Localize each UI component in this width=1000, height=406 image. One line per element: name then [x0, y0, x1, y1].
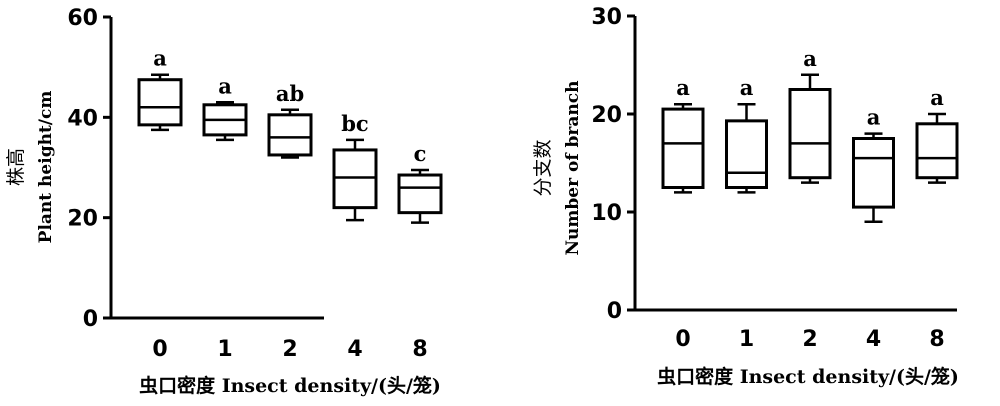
x-tick-label: 1 [739, 327, 754, 352]
y-tick-label: 30 [591, 5, 622, 30]
y-axis-title-cn: 株高 [5, 148, 27, 186]
box-iqr [137, 78, 183, 127]
box-8: c [397, 141, 443, 224]
y-tick-label: 0 [607, 299, 622, 324]
x-axis-title: 虫口密度 Insect density/(头/笼) [657, 365, 959, 388]
box-iqr [661, 107, 705, 189]
x-tick-label: 4 [866, 327, 881, 352]
box-iqr [852, 137, 895, 209]
significance-label: a [676, 75, 690, 100]
box-iqr [397, 173, 443, 215]
axes-layer: 0 10 20 30 0 1 2 4 8 [591, 5, 957, 352]
box-0: a [137, 46, 183, 132]
box-8: a [915, 85, 959, 184]
box-1: a [202, 73, 248, 142]
y-tick-label: 10 [591, 201, 622, 226]
x-tick-label: 8 [412, 337, 427, 362]
x-tick-label: 2 [802, 327, 817, 352]
box-iqr [332, 148, 378, 210]
boxes-layer: a a a a a [661, 46, 959, 224]
significance-label: a [218, 73, 232, 98]
box-0: a [661, 75, 705, 194]
significance-label: a [867, 105, 881, 130]
significance-label: ab [276, 81, 304, 106]
y-tick-label: 0 [83, 307, 98, 332]
y-axis-title-cn: 分支数 [532, 139, 554, 196]
x-tick-label: 8 [929, 327, 944, 352]
boxes-layer: a a ab bc c [137, 46, 443, 224]
box-1: a [725, 75, 768, 194]
significance-label: a [803, 46, 817, 71]
box-4: a [852, 105, 895, 224]
x-tick-label: 0 [675, 327, 690, 352]
box-2: ab [267, 81, 313, 159]
box-4: bc [332, 111, 378, 222]
x-tick-label: 2 [282, 337, 297, 362]
box-iqr [725, 119, 768, 189]
y-axis-title: Number of branch [563, 81, 583, 256]
significance-label: c [414, 141, 427, 166]
significance-label: bc [341, 111, 368, 136]
x-axis-title: 虫口密度 Insect density/(头/笼) [139, 374, 441, 397]
box-2: a [788, 46, 832, 184]
y-axis-title: Plant height/cm [36, 91, 56, 244]
significance-label: a [153, 46, 167, 71]
axes-layer: 0 20 40 60 0 1 2 4 8 [67, 6, 427, 362]
box-iqr [788, 88, 832, 180]
x-tick-label: 1 [217, 337, 232, 362]
y-tick-label: 40 [67, 106, 98, 131]
y-tick-label: 20 [67, 207, 98, 232]
y-tick-label: 60 [67, 6, 98, 31]
y-tick-label: 20 [591, 103, 622, 128]
box-iqr [915, 122, 959, 180]
box-iqr [267, 113, 313, 157]
significance-label: a [740, 75, 754, 100]
x-tick-label: 0 [152, 337, 167, 362]
significance-label: a [930, 85, 944, 110]
x-tick-label: 4 [347, 337, 362, 362]
